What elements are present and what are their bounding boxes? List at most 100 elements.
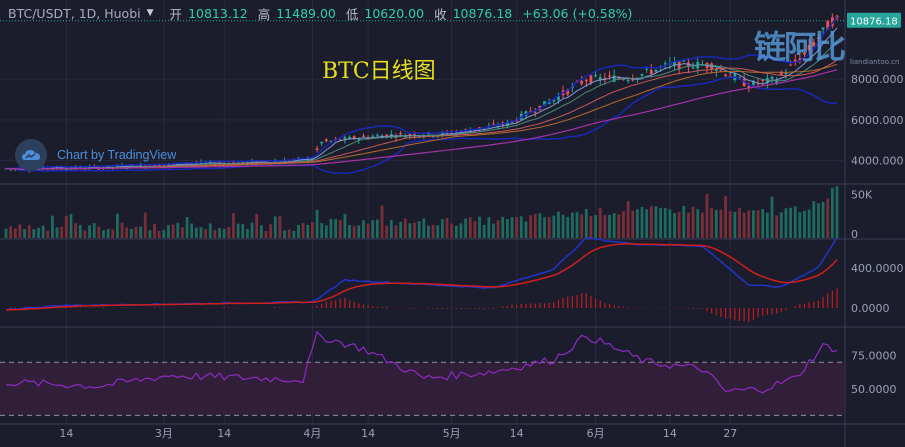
candle-body (348, 136, 351, 140)
volume-bar (287, 229, 291, 238)
volume-bar (371, 220, 375, 238)
candle-body (83, 168, 87, 170)
volume-bar (297, 224, 300, 238)
volume-bar (134, 226, 138, 238)
volume-bar (13, 228, 17, 238)
volume-bar (547, 217, 551, 238)
price-axis-label: 4000.000 (851, 155, 904, 168)
volume-bar (830, 187, 834, 238)
volume-bar (162, 229, 166, 238)
volume-bar (552, 215, 556, 238)
volume-bar (654, 206, 658, 238)
volume-bar (454, 225, 458, 238)
candle-body (631, 78, 635, 81)
symbol-dropdown-icon[interactable]: ▼ (146, 8, 154, 18)
volume-bar (821, 201, 825, 238)
volume-bar (705, 193, 709, 238)
volume-bar (612, 213, 616, 238)
candle-body (552, 99, 556, 102)
volume-bar (575, 212, 579, 238)
candle-body (700, 64, 704, 66)
time-axis-label: 27 (723, 427, 737, 440)
time-axis-label: 14 (59, 427, 73, 440)
volume-bar (557, 211, 560, 238)
volume-bar (23, 228, 26, 238)
volume-bar (167, 225, 170, 238)
volume-bar (111, 229, 115, 238)
volume-bar (92, 223, 96, 238)
price-axis-label: 8000.000 (851, 73, 904, 86)
symbol-label[interactable]: BTC/USDT, 1D, Huobi (8, 5, 141, 21)
volume-bar (445, 217, 449, 238)
volume-bar (120, 222, 124, 238)
macd-axis-label: 400.0000 (851, 262, 904, 275)
candle-body (78, 166, 82, 169)
volume-bar (747, 210, 751, 238)
bollinger-lower-line (5, 76, 838, 175)
volume-bar (710, 207, 714, 238)
volume-bar (385, 225, 389, 238)
volume-bar (440, 219, 444, 238)
low-label: 低 (345, 6, 359, 22)
volume-bar (779, 212, 783, 238)
volume-bar (204, 229, 208, 238)
candle-body (798, 58, 802, 62)
candle-body (64, 169, 68, 171)
volume-bar (348, 224, 351, 238)
volume-bar (352, 226, 356, 238)
ma60-line (5, 69, 838, 171)
volume-bar (640, 206, 644, 238)
candle-body (640, 74, 644, 76)
candle-body (315, 148, 319, 150)
volume-bar (4, 228, 8, 238)
candle-body (691, 67, 695, 69)
candle-body (724, 74, 727, 76)
candle-body (821, 27, 825, 30)
volume-bar (501, 216, 505, 238)
volume-bar (742, 212, 746, 238)
volume-bar (83, 230, 87, 238)
volume-bar (403, 218, 407, 238)
volume-bar (362, 220, 365, 238)
volume-bar (408, 223, 412, 238)
volume-bar (380, 205, 384, 238)
volume-bar (269, 224, 273, 238)
candle-body (649, 69, 653, 75)
close-value: 10876.18 (452, 5, 513, 21)
candle-body (547, 101, 551, 104)
volume-bar (812, 201, 816, 238)
candle-body (41, 166, 45, 170)
volume-bar (789, 207, 792, 238)
volume-bar (232, 213, 235, 238)
candle-body (287, 160, 291, 162)
volume-bar (306, 224, 310, 238)
volume-bar (343, 213, 347, 238)
volume-bar (278, 216, 282, 238)
volume-bar (338, 219, 342, 238)
candle-body (747, 85, 751, 89)
candle-body (612, 75, 616, 82)
volume-bar (431, 224, 435, 238)
volume-bar (334, 219, 338, 238)
volume-bar (315, 209, 319, 238)
volume-bar (129, 228, 133, 238)
chart-overlay-title: BTC日线图 (322, 59, 436, 84)
macd-signal-line (5, 243, 838, 311)
volume-bar (594, 214, 597, 238)
volume-bar (143, 212, 147, 238)
rsi-band (0, 362, 845, 416)
volume-bar (617, 214, 621, 238)
candle-body (770, 76, 774, 79)
volume-bar (649, 206, 653, 238)
volume-bar (464, 218, 468, 238)
volume-bar (283, 230, 286, 238)
candle-body (403, 135, 407, 138)
volume-bar (417, 221, 421, 238)
volume-bar (413, 222, 416, 238)
tradingview-badge[interactable]: Chart by TradingView (15, 139, 176, 171)
tradingview-label[interactable]: Chart by TradingView (57, 148, 177, 162)
volume-bar (78, 224, 82, 238)
rsi-line (6, 330, 838, 394)
